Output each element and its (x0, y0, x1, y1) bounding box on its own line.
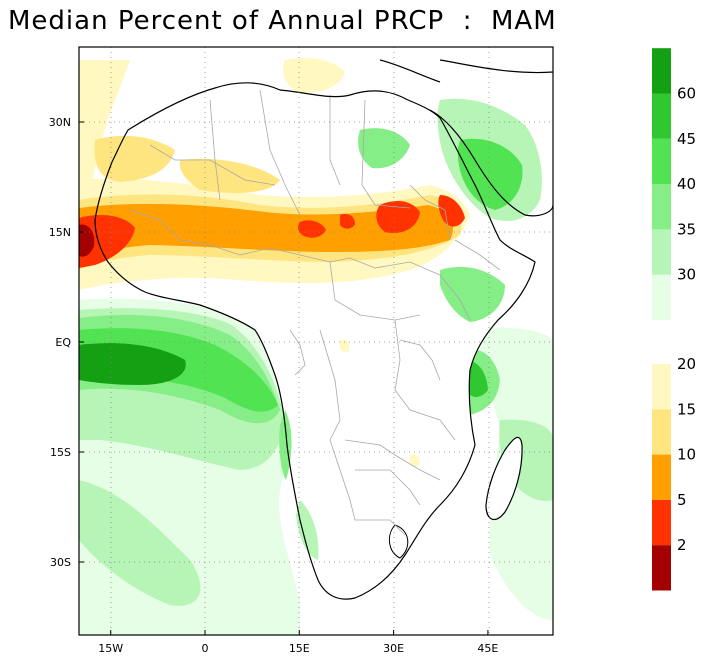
colorbar-label: 5 (677, 491, 687, 509)
colorbar-label: 35 (677, 220, 696, 238)
coastline (94, 59, 553, 600)
map-area (79, 47, 553, 635)
colorbar-swatch (652, 48, 671, 94)
colorbar-swatch (652, 499, 671, 546)
colorbar-swatch (652, 184, 671, 230)
colorbar-swatch (652, 229, 671, 275)
colorbar-label: 30 (677, 266, 696, 284)
x-axis: 15W 0 15E 30E 45E (98, 630, 498, 655)
colorbar-legend: 30 35 40 45 60 20 15 10 5 2 (652, 48, 696, 591)
map-frame (78, 46, 554, 636)
grid-lines (79, 47, 553, 635)
x-tick-label: 45E (477, 642, 498, 655)
y-tick-label: 15N (49, 226, 71, 239)
colorbar-swatch (652, 274, 671, 320)
colorbar-label: 10 (677, 446, 696, 464)
country-borders (129, 89, 501, 536)
colorbar-label: 15 (677, 400, 696, 418)
y-tick-label: EQ (55, 336, 71, 349)
colorbar-swatch (652, 454, 671, 500)
colorbar-swatch (652, 409, 671, 455)
colorbar-label: 2 (677, 536, 687, 554)
colorbar-swatch (652, 545, 671, 591)
colorbar-label: 45 (677, 130, 696, 148)
colorbar-swatch (652, 93, 671, 139)
y-tick-label: 30S (50, 556, 71, 569)
x-tick-label: 0 (202, 642, 209, 655)
colorbar-swatch (652, 364, 671, 410)
land-shading (79, 58, 542, 560)
y-tick-label: 15S (50, 446, 71, 459)
colorbar-label: 20 (677, 355, 696, 373)
y-tick-label: 30N (49, 116, 71, 129)
x-tick-label: 15W (98, 642, 123, 655)
y-axis: 30N 15N EQ 15S 30S (49, 116, 84, 569)
x-tick-label: 15E (289, 642, 310, 655)
colorbar-label: 60 (677, 85, 696, 103)
x-tick-label: 30E (383, 642, 404, 655)
colorbar-label: 40 (677, 175, 696, 193)
colorbar-swatch (652, 138, 671, 185)
map-title: Median Percent of Annual PRCP : MAM (8, 6, 557, 36)
